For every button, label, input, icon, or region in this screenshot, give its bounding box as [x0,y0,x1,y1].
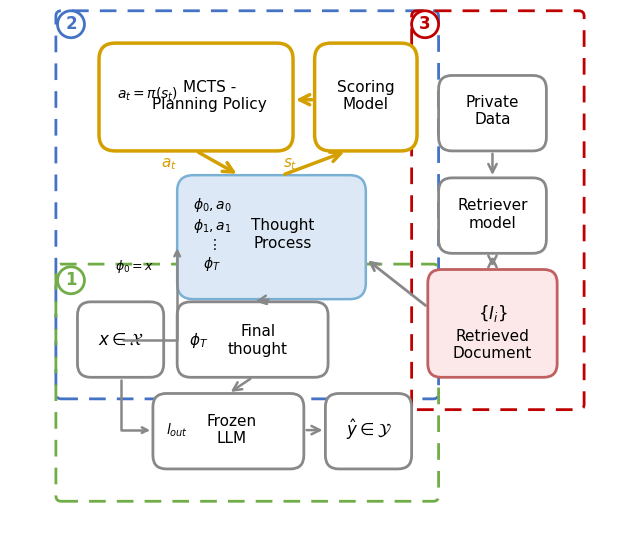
FancyArrowPatch shape [300,95,312,105]
Text: Thought
Process: Thought Process [251,218,314,251]
FancyArrowPatch shape [285,152,340,174]
Circle shape [412,11,438,38]
FancyArrowPatch shape [307,426,320,434]
Text: $\{I_i\}$: $\{I_i\}$ [477,303,508,324]
Text: $\hat{y} \in \mathcal{Y}$: $\hat{y} \in \mathcal{Y}$ [346,418,392,443]
Circle shape [58,11,84,38]
FancyArrowPatch shape [371,262,426,306]
Text: 1: 1 [65,271,77,289]
Text: $\phi_0, a_0$
$\phi_1, a_1$
$\vdots$
$\phi_T$: $\phi_0, a_0$ $\phi_1, a_1$ $\vdots$ $\p… [193,196,232,273]
Text: Private
Data: Private Data [466,95,519,127]
FancyBboxPatch shape [438,178,547,253]
FancyBboxPatch shape [77,302,164,377]
Text: $x \in \mathcal{X}$: $x \in \mathcal{X}$ [98,330,143,349]
Text: $\boldsymbol{a_t}$: $\boldsymbol{a_t}$ [161,156,177,172]
FancyBboxPatch shape [99,43,293,151]
Text: Frozen
LLM: Frozen LLM [206,414,256,446]
FancyArrowPatch shape [198,153,234,172]
FancyArrowPatch shape [488,154,497,172]
FancyBboxPatch shape [153,393,304,469]
Circle shape [58,267,84,294]
FancyBboxPatch shape [315,43,417,151]
FancyBboxPatch shape [177,175,366,299]
Text: $\boldsymbol{s_t}$: $\boldsymbol{s_t}$ [283,156,298,172]
FancyArrowPatch shape [488,255,497,267]
Text: $\phi_T$: $\phi_T$ [189,331,209,350]
FancyBboxPatch shape [177,302,328,377]
FancyBboxPatch shape [438,75,547,151]
FancyBboxPatch shape [428,270,557,377]
Text: $a_t = \pi(s_t)$: $a_t = \pi(s_t)$ [117,86,178,103]
FancyArrowPatch shape [258,296,269,304]
Text: $\phi_0 = x$: $\phi_0 = x$ [115,258,154,275]
Text: Retriever
model: Retriever model [457,198,528,231]
Text: Scoring
Model: Scoring Model [337,80,395,112]
FancyArrowPatch shape [233,379,250,390]
Text: MCTS -
Planning Policy: MCTS - Planning Policy [152,80,267,112]
Text: Retrieved
Document: Retrieved Document [453,329,532,361]
Text: Final
thought: Final thought [228,324,288,357]
Text: $l_{out}$: $l_{out}$ [166,421,188,439]
Text: 2: 2 [65,15,77,33]
Text: 3: 3 [419,15,431,33]
FancyBboxPatch shape [325,393,412,469]
